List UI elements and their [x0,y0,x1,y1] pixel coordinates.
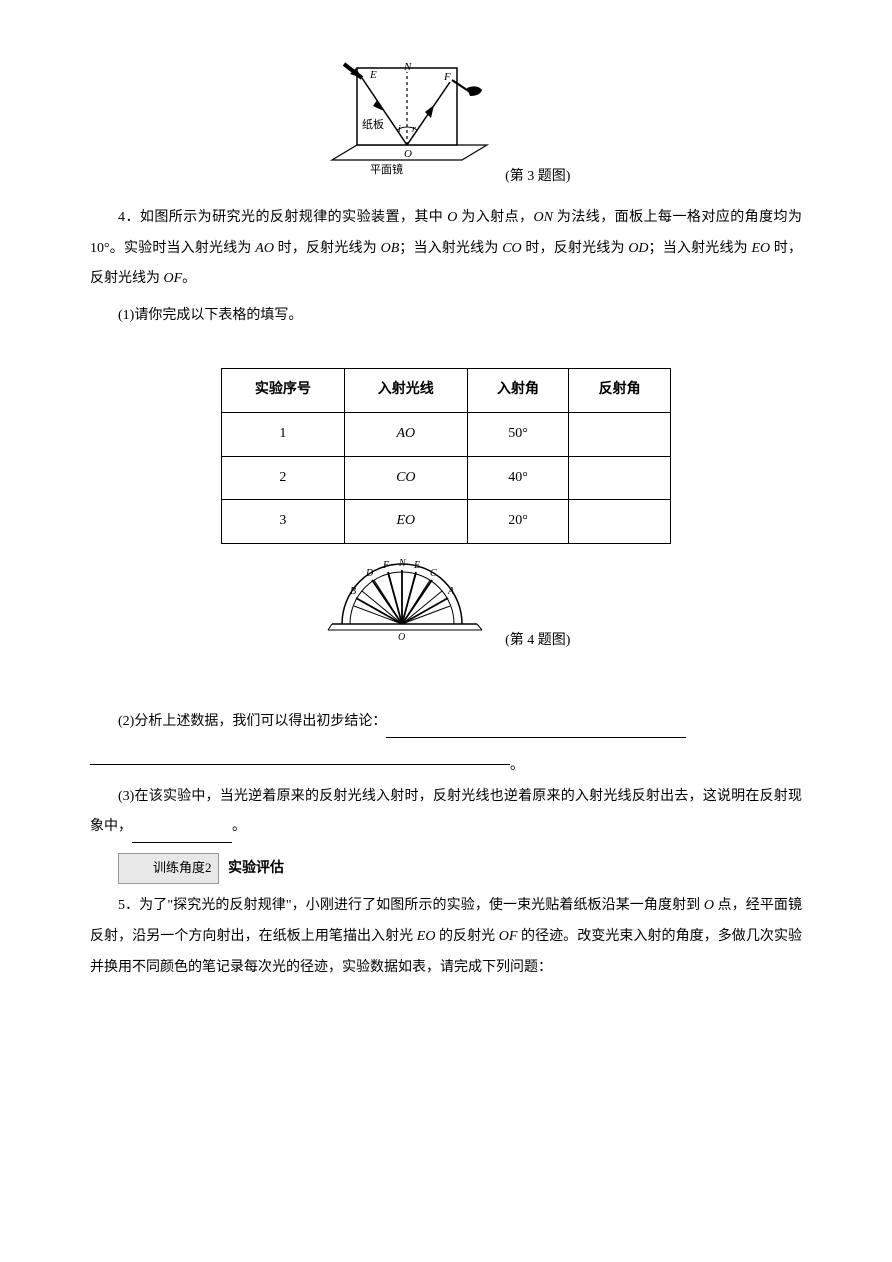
svg-text:D: D [365,568,374,579]
svg-text:平面镜: 平面镜 [370,162,403,176]
blank-fill-continuation[interactable]: 。 [90,744,802,782]
section-tag: 训练角度2 [118,853,219,884]
section-2-header: 训练角度2 实验评估 [90,853,802,885]
q4-sub3: (3)在该实验中，当光逆着原来的反射光线入射时，反射光线也逆着原来的入射光线反射… [90,782,802,844]
q5-number: 5 [118,898,125,913]
question-5-text: 5．为了"探究光的反射规律"，小刚进行了如图所示的实验，使一束光贴着纸板沿某一角… [90,891,802,983]
svg-text:E: E [369,69,377,81]
q4-sub2: (2)分析上述数据，我们可以得出初步结论： [90,707,802,738]
svg-text:A: A [447,586,455,597]
blank-fill[interactable] [386,721,686,738]
experiment-table: 实验序号 入射光线 入射角 反射角 1 AO 50° 2 CO 40° 3 EO… [221,368,671,544]
svg-text:纸板: 纸板 [362,117,384,131]
svg-text:O: O [404,148,412,160]
blank-fill[interactable] [132,826,232,843]
svg-text:r: r [412,124,416,135]
svg-text:F: F [382,560,390,571]
th-num: 实验序号 [222,368,345,412]
figure-4-row: B D F N E C A O (第 4 题图) [90,554,802,657]
svg-text:E: E [413,560,420,571]
svg-text:i: i [398,124,401,135]
section-title: 实验评估 [228,861,284,876]
figure-3-caption: (第 3 题图) [505,162,570,193]
svg-text:C: C [430,568,437,579]
svg-text:B: B [350,586,356,597]
svg-text:O: O [398,632,405,643]
figure-4-caption: (第 4 题图) [505,626,570,657]
svg-text:N: N [398,558,407,569]
th-ray: 入射光线 [344,368,467,412]
svg-text:N: N [403,61,412,73]
table-row: 2 CO 40° [222,456,671,500]
table-header-row: 实验序号 入射光线 入射角 反射角 [222,368,671,412]
figure-3-diagram: E N F i r O 纸板 平面镜 [322,60,492,193]
table-row: 1 AO 50° [222,412,671,456]
table-row: 3 EO 20° [222,500,671,544]
q4-sub1: (1)请你完成以下表格的填写。 [90,301,802,332]
th-ref-angle: 反射角 [569,368,671,412]
svg-text:F: F [443,71,451,83]
question-4-text: 4．如图所示为研究光的反射规律的实验装置，其中 O 为入射点，ON 为法线，面板… [90,203,802,295]
figure-4-diagram: B D F N E C A O [322,554,492,657]
figure-3-row: E N F i r O 纸板 平面镜 (第 3 题图) [90,60,802,193]
th-in-angle: 入射角 [467,368,569,412]
q4-number: 4 [118,210,125,225]
